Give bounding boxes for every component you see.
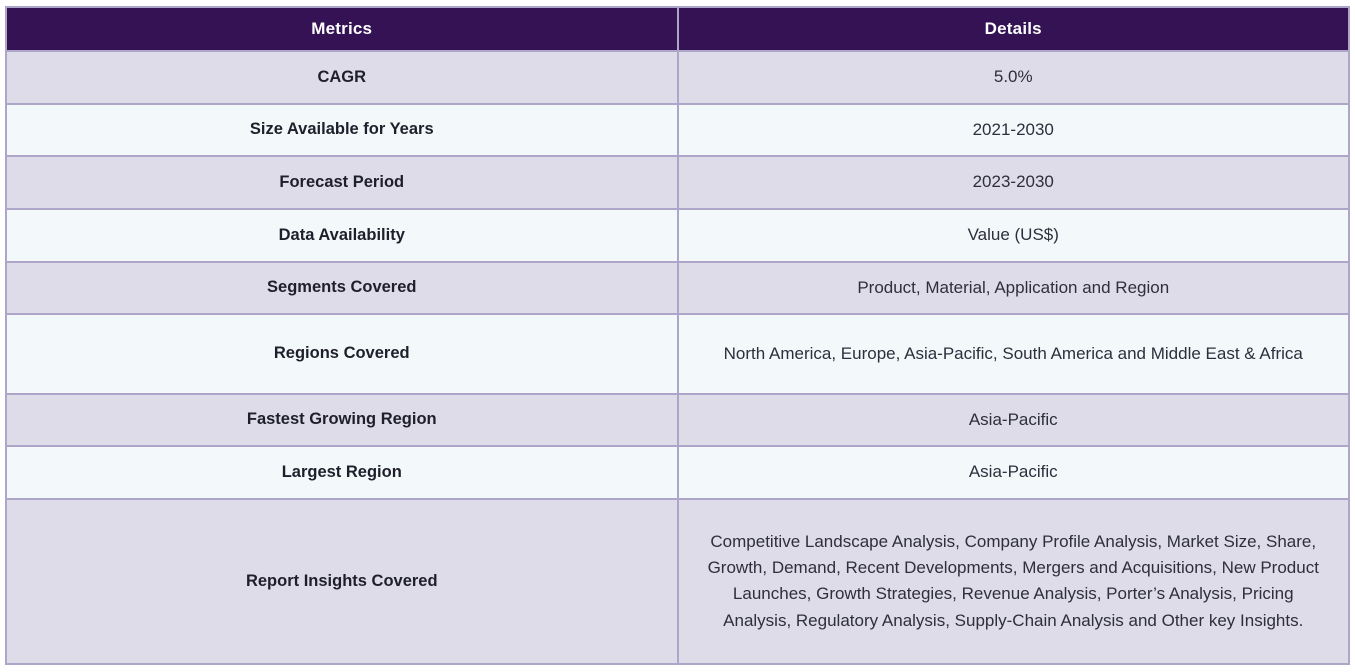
metric-cell: CAGR <box>5 50 679 105</box>
table-row-largest-region: Largest Region Asia-Pacific <box>5 445 1350 500</box>
column-header-metrics: Metrics <box>5 6 679 52</box>
metric-cell: Segments Covered <box>5 260 679 316</box>
table-row-data-availability: Data Availability Value (US$) <box>5 207 1350 263</box>
table-row-report-insights: Report Insights Covered Competitive Land… <box>5 497 1350 666</box>
detail-cell: 2021-2030 <box>676 102 1350 158</box>
detail-cell: Competitive Landscape Analysis, Company … <box>676 497 1350 666</box>
detail-cell: 2023-2030 <box>676 155 1350 210</box>
metric-cell: Size Available for Years <box>5 102 679 158</box>
metric-cell: Fastest Growing Region <box>5 392 679 448</box>
metric-cell: Largest Region <box>5 445 679 500</box>
detail-cell: Product, Material, Application and Regio… <box>676 260 1350 316</box>
metric-cell: Forecast Period <box>5 155 679 210</box>
detail-cell: Asia-Pacific <box>676 445 1350 500</box>
detail-cell: 5.0% <box>676 50 1350 105</box>
detail-text: North America, Europe, Asia-Pacific, Sou… <box>723 343 1303 363</box>
table-row-regions-covered: Regions Covered North America, Europe, A… <box>5 313 1350 395</box>
detail-cell: Asia-Pacific <box>676 392 1350 448</box>
report-scope-table: Metrics Details CAGR 5.0% Size Available… <box>5 6 1350 666</box>
table-row-fastest-growing-region: Fastest Growing Region Asia-Pacific <box>5 392 1350 448</box>
detail-cell: Value (US$) <box>676 207 1350 263</box>
metric-cell: Regions Covered <box>5 313 679 395</box>
detail-cell: North America, Europe, Asia-Pacific, Sou… <box>676 313 1350 395</box>
table-row-cagr: CAGR 5.0% <box>5 50 1350 105</box>
table-row-forecast-period: Forecast Period 2023-2030 <box>5 155 1350 210</box>
metric-cell: Report Insights Covered <box>5 497 679 666</box>
table-row-segments-covered: Segments Covered Product, Material, Appl… <box>5 260 1350 316</box>
header-row: Metrics Details <box>5 6 1350 52</box>
metric-cell: Data Availability <box>5 207 679 263</box>
table-row-size-available: Size Available for Years 2021-2030 <box>5 102 1350 158</box>
detail-text: Competitive Landscape Analysis, Company … <box>707 531 1319 630</box>
column-header-details: Details <box>676 6 1350 52</box>
